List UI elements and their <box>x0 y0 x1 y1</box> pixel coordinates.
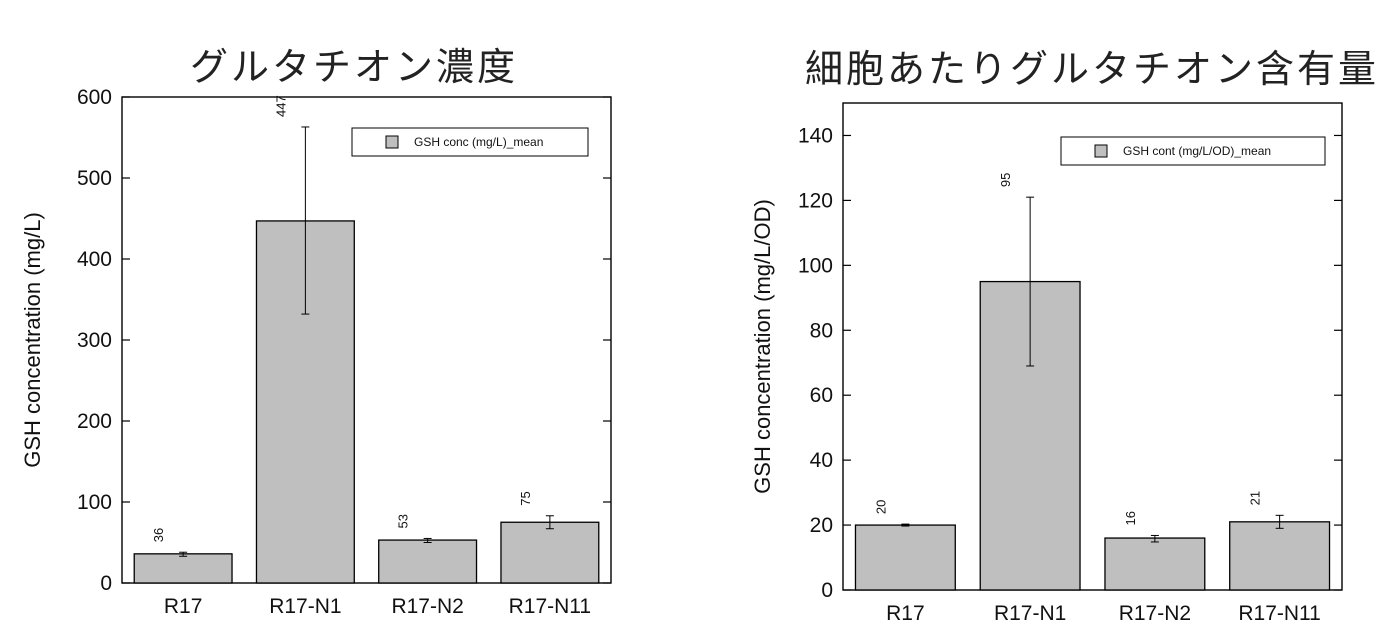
y-tick-label: 40 <box>810 449 833 472</box>
bar-R17 <box>854 524 956 591</box>
y-tick-label: 200 <box>77 410 112 433</box>
y-tick-label: 500 <box>77 167 112 190</box>
legend-swatch <box>1094 144 1108 158</box>
y-tick-label: 300 <box>77 329 112 352</box>
y-tick-label: 80 <box>810 319 833 342</box>
data-label: 75 <box>518 491 533 505</box>
category-label: R17-N1 <box>994 602 1066 625</box>
chart-title-content-per-cell: 細胞あたりグルタチオン含有量 <box>805 47 1380 91</box>
glutathione-content-per-cell-chart: 0 20 40 60 80 100 120 140 GSH concentration (mg/… <box>750 102 1343 625</box>
y-axis-label: GSH concentration (mg/L/OD) <box>750 199 775 494</box>
legend-swatch <box>385 135 399 149</box>
plot-frame <box>842 102 1343 591</box>
y-tick-label: 0 <box>821 579 833 602</box>
y-axis-label: GSH concentration (mg/L) <box>20 212 45 468</box>
y-tick-label: 60 <box>810 384 833 407</box>
category-label: R17-N2 <box>391 595 463 618</box>
y-tick-label: 20 <box>810 514 833 537</box>
bar-R17-N11 <box>1229 521 1331 591</box>
data-label: 20 <box>873 500 888 514</box>
y-tick-label: 0 <box>100 572 112 595</box>
glutathione-concentration-chart: 0 100 200 300 400 500 600 GSH concentration (mg… <box>20 86 612 618</box>
bar-R17-N11 <box>500 521 600 584</box>
data-label: 447 <box>273 95 288 117</box>
y-tick-label: 140 <box>798 124 833 147</box>
legend-label: GSH cont (mg/L/OD)_mean <box>1123 144 1271 158</box>
y-tick-label: 600 <box>77 86 112 109</box>
bar-R17-N2 <box>378 539 478 584</box>
bar-R17 <box>133 553 233 584</box>
category-label: R17-N2 <box>1119 602 1191 625</box>
y-tick-label: 120 <box>798 189 833 212</box>
category-label: R17-N11 <box>509 595 591 618</box>
data-label: 95 <box>998 173 1013 187</box>
category-label: R17 <box>886 602 925 625</box>
data-label: 53 <box>396 514 411 528</box>
category-label: R17-N11 <box>1238 602 1320 625</box>
category-label: R17-N1 <box>269 595 341 618</box>
plot-frame <box>121 96 612 584</box>
bar-R17-N2 <box>1104 537 1206 591</box>
legend-label: GSH conc (mg/L)_mean <box>414 135 543 149</box>
y-tick-label: 100 <box>77 491 112 514</box>
y-tick-label: 100 <box>798 254 833 277</box>
data-label: 16 <box>1123 511 1138 525</box>
data-label: 36 <box>151 528 166 542</box>
data-label: 21 <box>1248 491 1263 505</box>
category-label: R17 <box>164 595 203 618</box>
y-tick-label: 400 <box>77 248 112 271</box>
chart-title-concentration: グルタチオン濃度 <box>190 45 519 89</box>
